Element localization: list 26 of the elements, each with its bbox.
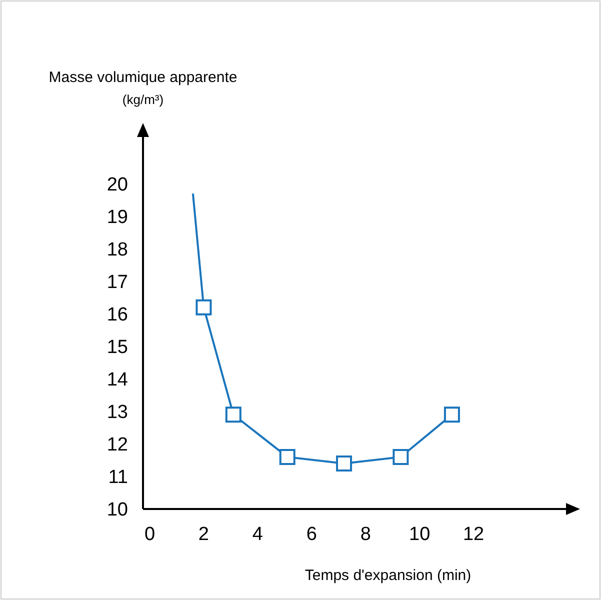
point (196, 299, 212, 316)
x-axis-title: Temps d'expansion (min) (304, 567, 472, 584)
y-tick-label: 18 (106, 239, 128, 260)
y-tick-label: 11 (108, 467, 128, 488)
point (444, 406, 460, 423)
y-tick-label: 14 (106, 370, 128, 391)
y-tick-label: 19 (106, 206, 128, 228)
x-tick-label: 10 (409, 524, 430, 545)
point (392, 448, 409, 465)
x-tick-label: 8 (360, 524, 371, 545)
y-tick-label: 16 (106, 304, 128, 326)
y-axis-title: Masse volumique apparente (kg/m³) (48, 69, 238, 107)
point (336, 455, 352, 472)
x-tick-label: 0 (144, 524, 156, 545)
x-tick-label: 6 (306, 524, 317, 545)
x-tick-label: 12 (462, 524, 484, 545)
y-tick-label: 15 (106, 337, 128, 358)
point (279, 448, 296, 465)
y-tick-label: 10 (106, 500, 128, 521)
x-tick-label: 2 (198, 524, 210, 545)
y-tick-label: 20 (106, 174, 128, 196)
point (225, 406, 242, 423)
y-tick-label: 13 (106, 402, 128, 424)
y-tick-label: 12 (106, 434, 128, 456)
y-tick-label: 17 (106, 272, 128, 293)
x-tick-label: 4 (252, 524, 264, 545)
